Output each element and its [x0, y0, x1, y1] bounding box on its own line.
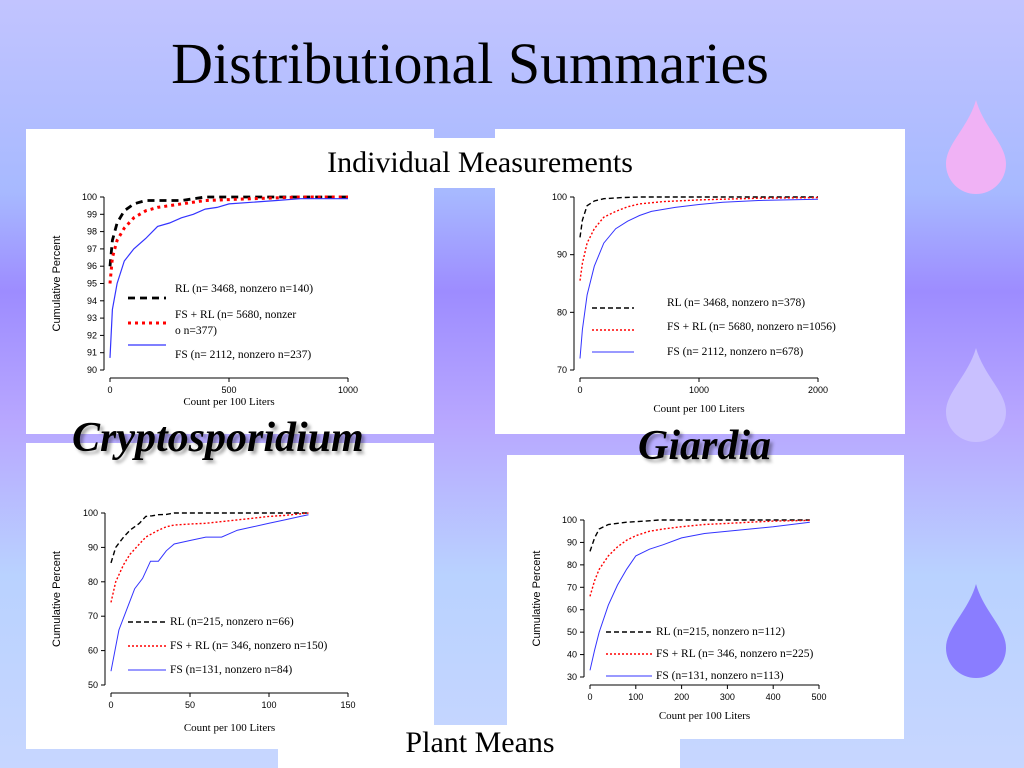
y-tick-label: 99 [87, 209, 97, 219]
y-tick-label: 96 [87, 261, 97, 271]
panel-giardia-plant [507, 455, 904, 739]
y-tick-label: 40 [567, 650, 577, 660]
chart-giardia-plant: 30 40 50 60 70 80 90 100 0 100 200 300 400 500 Count p… [531, 515, 827, 722]
y-tick-label: 98 [87, 227, 97, 237]
x-axis-label: Count per 100 Liters [659, 710, 750, 722]
legend-label-rl: RL (n= 3468, nonzero n=378) [667, 297, 805, 309]
panel-crypto-plant [26, 443, 434, 749]
drop-shape-lavender [946, 348, 1006, 442]
legend-label-fsrl: FS + RL (n= 5680, nonzero n=1056) [667, 321, 836, 333]
label-cryptosporidium: Cryptosporidium [72, 415, 364, 461]
y-tick-label: 70 [557, 365, 567, 375]
y-tick-label: 100 [82, 192, 97, 202]
legend-label-line: FS + RL (n= 5680, nonzer [175, 309, 296, 321]
legend-label-fsrl: FS + RL (n= 5680, nonzer o n=377) [175, 309, 296, 337]
y-tick-label: 92 [87, 330, 97, 340]
x-tick-label: 500 [221, 385, 236, 395]
x-tick-label: 0 [107, 385, 112, 395]
y-tick-label: 60 [567, 605, 577, 615]
y-tick-label: 90 [557, 250, 567, 260]
x-tick-label: 200 [674, 692, 689, 702]
x-tick-label: 400 [766, 692, 781, 702]
y-tick-label: 90 [567, 537, 577, 547]
panel-giardia-individual [495, 129, 905, 434]
section-title-plant: Plant Means [405, 726, 555, 759]
legend-label-rl: RL (n=215, nonzero n=66) [170, 616, 294, 628]
legend-label-fs: FS (n= 2112, nonzero n=678) [667, 346, 803, 358]
legend-label-fsrl: FS + RL (n= 346, nonzero n=225) [656, 648, 814, 660]
y-tick-label: 93 [87, 313, 97, 323]
y-tick-label: 50 [567, 627, 577, 637]
series-line-fs [110, 514, 309, 672]
y-tick-label: 80 [88, 577, 98, 587]
section-title-individual: Individual Measurements [327, 146, 633, 179]
series-line-fsrl [110, 512, 309, 603]
page-title: Distributional Summaries [171, 31, 769, 96]
y-tick-label: 95 [87, 279, 97, 289]
y-tick-label: 80 [567, 560, 577, 570]
series-line-rl [108, 195, 348, 267]
y-tick-label: 90 [88, 542, 98, 552]
y-axis-label: Cumulative Percent [51, 236, 63, 332]
series-line-fsrl [589, 519, 810, 597]
y-axis-label: Cumulative Percent [51, 551, 63, 647]
y-tick-label: 80 [557, 307, 567, 317]
legend-label-fs: FS (n=131, nonzero n=113) [656, 670, 784, 682]
y-axis-label: Cumulative Percent [531, 551, 543, 647]
x-tick-label: 100 [261, 700, 276, 710]
x-tick-label: 50 [185, 700, 195, 710]
y-tick-label: 91 [87, 348, 97, 358]
y-tick-label: 70 [567, 582, 577, 592]
y-tick-label: 70 [88, 611, 98, 621]
x-tick-label: 1000 [338, 385, 358, 395]
label-giardia: Giardia [638, 423, 772, 469]
series-line-rl [110, 512, 309, 564]
y-tick-label: 60 [88, 646, 98, 656]
x-axis-label: Count per 100 Liters [184, 722, 275, 734]
panel-footer-strip [278, 725, 680, 768]
legend-label-fsrl: FS + RL (n= 346, nonzero n=150) [170, 640, 328, 652]
x-axis-label: Count per 100 Liters [183, 396, 274, 408]
x-tick-label: 500 [811, 692, 826, 702]
y-tick-label: 94 [87, 296, 97, 306]
x-tick-label: 150 [340, 700, 355, 710]
series-line-fs [109, 198, 348, 358]
x-tick-label: 2000 [808, 385, 828, 395]
y-tick-label: 100 [562, 515, 577, 525]
x-axis-label: Count per 100 Liters [653, 403, 744, 415]
y-tick-label: 97 [87, 244, 97, 254]
y-tick-label: 100 [552, 192, 567, 202]
series-line-fsrl [108, 195, 348, 284]
y-tick-label: 30 [567, 672, 577, 682]
y-tick-label: 90 [87, 365, 97, 375]
water-drop-icon [946, 348, 1006, 442]
chart-crypto-plant: 50 60 70 80 90 100 0 50 100 150 Count per 100 Lite… [51, 508, 356, 734]
series-line-rl [589, 519, 810, 552]
x-tick-label: 0 [108, 700, 113, 710]
drop-shape-violet [946, 584, 1006, 678]
y-tick-label: 50 [88, 680, 98, 690]
series-line-fsrl [579, 196, 819, 281]
legend-label-rl: RL (n= 3468, nonzero n=140) [175, 283, 313, 295]
legend-label-fs: FS (n=131, nonzero n=84) [170, 664, 292, 676]
x-tick-label: 300 [720, 692, 735, 702]
series-line-fs [589, 521, 810, 671]
water-drop-icon [946, 584, 1006, 678]
series-line-rl [579, 196, 818, 238]
drop-shape-pink [946, 100, 1006, 194]
legend-label-line: o n=377) [175, 325, 217, 337]
legend-label-rl: RL (n=215, nonzero n=112) [656, 626, 785, 638]
legend-label-fs: FS (n= 2112, nonzero n=237) [175, 349, 311, 361]
x-tick-label: 0 [587, 692, 592, 702]
water-drop-icon [946, 100, 1006, 194]
series-line-fs [579, 198, 819, 359]
x-tick-label: 1000 [689, 385, 709, 395]
y-tick-label: 100 [83, 508, 98, 518]
x-tick-label: 0 [577, 385, 582, 395]
x-tick-label: 100 [628, 692, 643, 702]
